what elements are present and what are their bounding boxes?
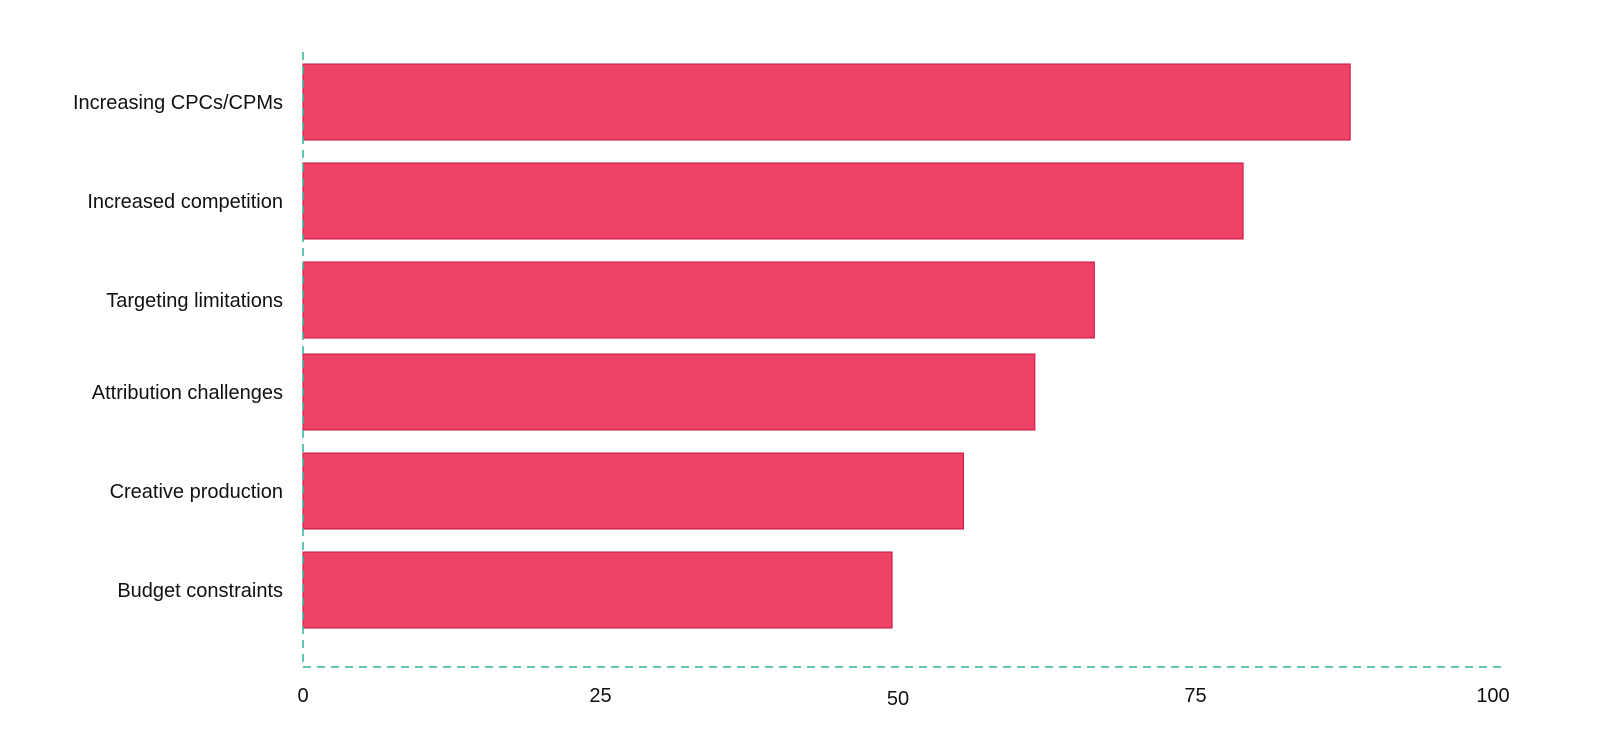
x-tick-label: 25 [589, 685, 611, 707]
bar-3 [302, 353, 1036, 431]
x-tick-label: 100 [1476, 685, 1509, 707]
category-label: Increased competition [87, 191, 283, 213]
category-label: Increasing CPCs/CPMs [73, 92, 283, 114]
bar-1 [302, 162, 1244, 240]
category-label: Attribution challenges [92, 382, 283, 404]
axes-layer [302, 52, 1507, 668]
category-label: Targeting limitations [106, 290, 283, 312]
bar-5 [302, 551, 893, 629]
bar-2 [302, 261, 1095, 339]
x-tick-label: 50 [887, 688, 909, 710]
bar-4 [302, 452, 964, 530]
x-tick-label: 75 [1184, 685, 1206, 707]
category-label: Creative production [110, 481, 283, 503]
bars-layer [302, 63, 1351, 629]
bar-0 [302, 63, 1351, 141]
x-axis-ticks: 0 25 50 75 100 [297, 685, 1509, 710]
category-labels: Increasing CPCs/CPMs Increased competitio… [73, 92, 283, 602]
x-tick-label: 0 [297, 685, 308, 707]
category-label: Budget constraints [117, 580, 283, 602]
